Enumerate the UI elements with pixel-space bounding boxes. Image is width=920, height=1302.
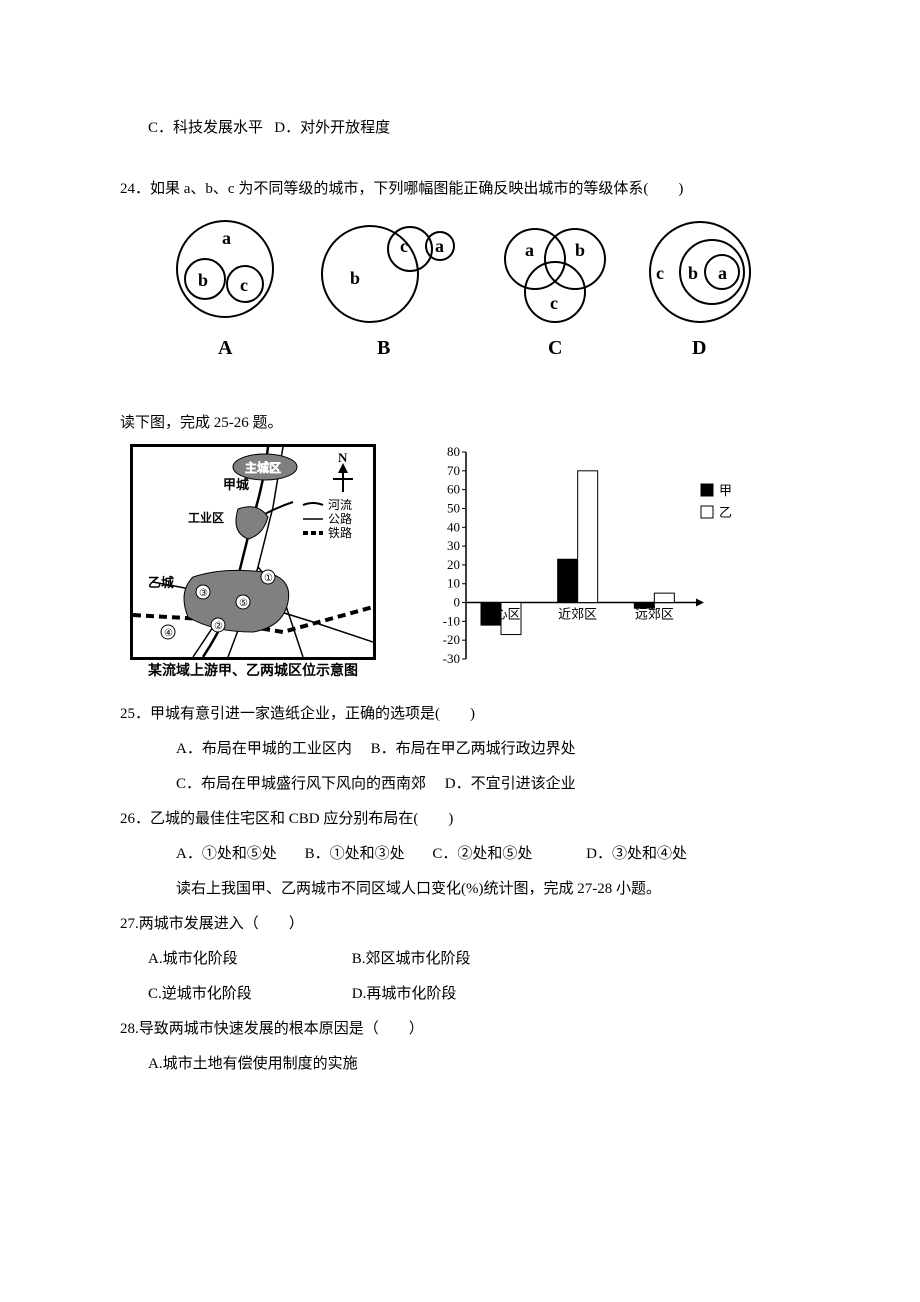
- glyph-a: a: [525, 240, 534, 260]
- q26-options: A．①处和⑤处 B．①处和③处 C．②处和⑤处 D．③处和④处: [120, 838, 800, 871]
- glyph-b: b: [575, 240, 585, 260]
- q26-opt-c: C．②处和⑤处: [432, 838, 532, 871]
- node-5: ⑤: [239, 598, 248, 609]
- q27-options-cd: C.逆城市化阶段 D.再城市化阶段: [120, 978, 800, 1011]
- venn-C: a b c C: [505, 229, 605, 359]
- q27-opt-c: C.逆城市化阶段: [148, 978, 348, 1011]
- svg-text:乙: 乙: [719, 505, 732, 520]
- node-2: ②: [214, 621, 223, 632]
- node-3: ③: [199, 588, 208, 599]
- q27-options-ab: A.城市化阶段 B.郊区城市化阶段: [120, 943, 800, 976]
- svg-text:-10: -10: [443, 613, 460, 628]
- glyph-b: b: [198, 270, 208, 290]
- legend-road: 公路: [328, 511, 352, 526]
- q27-stem: 27.两城市发展进入（ ）: [120, 908, 800, 941]
- q25-opt-c: C．布局在甲城盛行风下风向的西南郊: [176, 768, 426, 801]
- q28-opt-a: A.城市土地有偿使用制度的实施: [120, 1048, 800, 1081]
- glyph-a: a: [718, 263, 727, 283]
- q25-opt-d: D．不宜引进该企业: [445, 768, 576, 801]
- q24-venn-figure: a b c A b c a B: [120, 208, 800, 381]
- q26-opt-b: B．①处和③处: [305, 838, 405, 871]
- q23-options-cd: C．科技发展水平 D．对外开放程度: [120, 112, 800, 145]
- q27-opt-d: D.再城市化阶段: [352, 978, 457, 1011]
- glyph-c: c: [240, 275, 248, 295]
- svg-text:近郊区: 近郊区: [558, 607, 597, 622]
- q25-stem: 25．甲城有意引进一家造纸企业，正确的选项是( ): [120, 698, 800, 731]
- q25-options-ab: A．布局在甲城的工业区内 B．布局在甲乙两城行政边界处: [120, 733, 800, 766]
- node-4: ④: [164, 628, 173, 639]
- label-B: B: [377, 337, 390, 359]
- glyph-a: a: [222, 228, 231, 248]
- venn-A: a b c A: [177, 221, 273, 359]
- svg-text:-20: -20: [443, 632, 460, 647]
- map-caption: 某流域上游甲、乙两城区位示意图: [130, 660, 376, 682]
- label-C: C: [548, 337, 562, 359]
- svg-text:20: 20: [447, 557, 460, 572]
- glyph-c: c: [550, 293, 558, 313]
- legend-river: 河流: [328, 498, 352, 512]
- svg-text:10: 10: [447, 576, 460, 591]
- q25-opt-b: B．布局在甲乙两城行政边界处: [371, 733, 576, 766]
- label-industrial: 工业区: [188, 510, 224, 525]
- q26-opt-d: D．③处和④处: [586, 838, 687, 871]
- q23-opt-d: D．对外开放程度: [274, 120, 390, 136]
- svg-text:0: 0: [454, 595, 461, 610]
- glyph-c: c: [400, 236, 408, 256]
- map-legend: 河流 公路 铁路: [303, 498, 352, 540]
- q25-options-cd: C．布局在甲城盛行风下风向的西南郊 D．不宜引进该企业: [120, 768, 800, 801]
- venn-D: c b a D: [650, 222, 750, 359]
- north-arrow-icon: N: [333, 450, 353, 492]
- map-figure: 主城区 甲城 工业区 乙城 ① ② ③ ④: [130, 444, 376, 682]
- q26-stem: 26．乙城的最佳住宅区和 CBD 应分别布局在( ): [120, 803, 800, 836]
- glyph-c: c: [656, 263, 664, 283]
- intro-27-28: 读右上我国甲、乙两城市不同区域人口变化(%)统计图，完成 27-28 小题。: [120, 873, 800, 906]
- label-jia: 甲城: [223, 477, 249, 492]
- label-yi: 乙城: [148, 575, 174, 590]
- q26-opt-a: A．①处和⑤处: [176, 838, 277, 871]
- svg-text:70: 70: [447, 463, 460, 478]
- node-1: ①: [264, 573, 273, 584]
- svg-text:40: 40: [447, 519, 460, 534]
- bar-chart: -30 -20 -10 0 10 20 30 40 50 60 70 80 中心区 近郊区 远郊区 甲乙: [426, 444, 766, 692]
- label-A: A: [218, 337, 233, 359]
- svg-text:-30: -30: [443, 651, 460, 666]
- svg-text:甲: 甲: [719, 483, 732, 498]
- q25-opt-a: A．布局在甲城的工业区内: [176, 733, 352, 766]
- industrial-area: [236, 507, 268, 539]
- svg-text:30: 30: [447, 538, 460, 553]
- glyph-b: b: [688, 263, 698, 283]
- q27-opt-b: B.郊区城市化阶段: [352, 943, 471, 976]
- svg-text:50: 50: [447, 500, 460, 515]
- legend-rail: 铁路: [328, 525, 352, 540]
- glyph-b: b: [350, 268, 360, 288]
- venn-B: b c a B: [322, 226, 454, 359]
- q27-opt-a: A.城市化阶段: [148, 943, 348, 976]
- label-main-area: 主城区: [245, 460, 281, 475]
- svg-text:80: 80: [447, 444, 460, 459]
- svg-text:N: N: [338, 450, 348, 465]
- svg-text:60: 60: [447, 482, 460, 497]
- svg-text:中心区: 中心区: [481, 607, 520, 622]
- svg-text:远郊区: 远郊区: [635, 607, 674, 622]
- intro-25-26: 读下图，完成 25-26 题。: [120, 407, 800, 440]
- q23-opt-c: C．科技发展水平: [148, 120, 263, 136]
- q24-stem: 24．如果 a、b、c 为不同等级的城市，下列哪幅图能正确反映出城市的等级体系(…: [120, 173, 800, 206]
- glyph-a: a: [435, 236, 444, 256]
- label-D: D: [692, 337, 706, 359]
- q28-stem: 28.导致两城市快速发展的根本原因是（ ）: [120, 1013, 800, 1046]
